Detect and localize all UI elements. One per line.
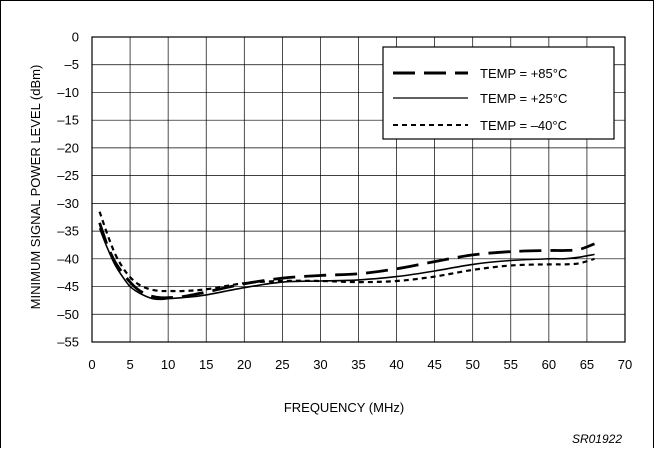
x-axis-title: FREQUENCY (MHz): [284, 400, 404, 415]
y-tick-labels: 0 –5 –10 –15 –20 –25 –30 –35 –40 –45 –50 –55: [57, 30, 79, 350]
series-line-m40c: [98, 211, 595, 293]
x-tick-label: 65: [580, 357, 594, 372]
x-tick-label: 10: [161, 357, 175, 372]
x-tick-label: 0: [88, 357, 95, 372]
legend-label-85: TEMP = +85°C: [480, 66, 567, 81]
x-tick-label: 60: [542, 357, 556, 372]
x-tick-label: 55: [504, 357, 518, 372]
x-tick-labels: 0 5 10 15 20 25 30 35 40 45 50 55 60 65 70: [88, 357, 632, 372]
y-tick-label: –15: [57, 113, 79, 128]
y-tick-label: –25: [57, 168, 79, 183]
y-tick-label: –5: [65, 57, 79, 72]
series-line-25c: [98, 228, 595, 301]
x-tick-label: 25: [275, 357, 289, 372]
x-tick-label: 70: [618, 357, 632, 372]
x-tick-label: 40: [389, 357, 403, 372]
legend-label-25: TEMP = +25°C: [480, 91, 567, 106]
x-tick-label: 45: [427, 357, 441, 372]
series-line-85c: [98, 222, 596, 300]
y-axis-title: MINIMUM SIGNAL POWER LEVEL (dBm): [28, 65, 43, 310]
plot-border: [91, 36, 626, 343]
y-tick-label: 0: [72, 30, 79, 45]
x-tick-label: 5: [126, 357, 133, 372]
figure-code: SR01922: [572, 432, 622, 446]
y-tick-label: –45: [57, 279, 79, 294]
x-tick-label: 50: [465, 357, 479, 372]
x-tick-label: 35: [351, 357, 365, 372]
y-tick-label: –20: [57, 140, 79, 155]
y-tick-label: –30: [57, 196, 79, 211]
y-tick-label: –55: [57, 335, 79, 350]
y-tick-label: –10: [57, 85, 79, 100]
legend: TEMP = +85°C TEMP = +25°C TEMP = –40°C: [382, 46, 615, 140]
x-tick-label: 15: [199, 357, 213, 372]
y-tick-label: –40: [57, 251, 79, 266]
y-tick-label: –35: [57, 224, 79, 239]
x-tick-label: 20: [237, 357, 251, 372]
y-tick-label: –50: [57, 307, 79, 322]
legend-label-m40: TEMP = –40°C: [480, 118, 567, 133]
legend-box: [382, 46, 615, 140]
x-tick-label: 30: [313, 357, 327, 372]
series-lines: [98, 211, 596, 301]
